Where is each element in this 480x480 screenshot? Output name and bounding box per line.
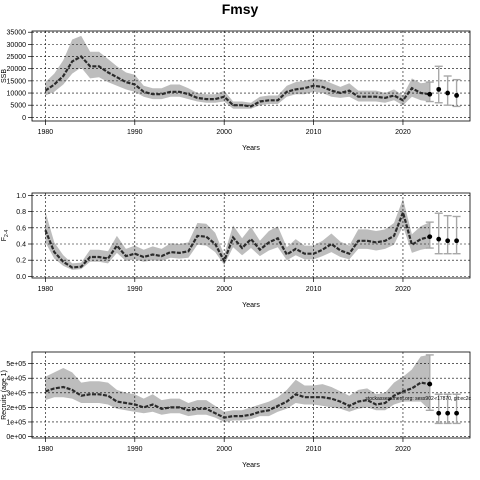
plot-frame: [31, 351, 471, 439]
forecast-point: [445, 238, 451, 244]
y-tick-label: 1e+05: [6, 419, 26, 426]
source-annotation: stockassessment.org: sess902-r17870, git…: [365, 396, 471, 402]
y-tick-label: 20000: [7, 66, 27, 73]
forecast-point: [436, 236, 442, 242]
plot-frame: [31, 192, 471, 279]
figure-title: Fmsy: [222, 1, 259, 17]
y-tick-label: 25000: [7, 54, 27, 61]
forecast-point: [445, 410, 451, 416]
x-tick-label: 1980: [38, 446, 54, 453]
x-axis-label: Years: [242, 302, 260, 309]
forecast-point: [454, 410, 459, 416]
forecast-point: [454, 238, 459, 244]
x-tick-label: 2020: [395, 286, 411, 293]
y-tick-label: 2e+05: [6, 405, 26, 412]
x-tick-label: 2000: [216, 286, 232, 293]
y-tick-label: 3e+05: [6, 390, 26, 397]
y-tick-label: 0.6: [16, 225, 26, 232]
forecast-point: [427, 381, 433, 387]
x-tick-label: 2000: [216, 446, 232, 453]
forecast-point: [436, 410, 442, 416]
ssb-panel: 1980 1990 2000 2010 2020 0 5000 10000 15000 20000…: [1, 30, 471, 152]
y-tick-label: 15000: [7, 78, 27, 85]
x-tick-label: 2020: [395, 129, 411, 136]
forecast-point: [445, 90, 451, 96]
confidence-band: [45, 35, 430, 109]
y-tick-label: 0: [22, 115, 26, 122]
y-tick-label: 5e+05: [6, 361, 26, 368]
y-tick-label: 0.0: [16, 274, 26, 281]
y-tick-label: 0.4: [16, 242, 26, 249]
y-tick-label: 35000: [7, 30, 27, 37]
x-tick-label: 1980: [38, 286, 54, 293]
x-tick-label: 1990: [127, 446, 143, 453]
y-axis-label: Recruits (age 1): [1, 370, 8, 420]
y-tick-label: 5000: [10, 103, 26, 110]
fishing-mortality-panel: 1980 1990 2000 2010 2020 0.0 0.2 0.4 0.6 0.8 1.0 Ye…: [1, 192, 471, 309]
forecast-point: [427, 234, 433, 240]
x-axis-label: Years: [242, 145, 260, 152]
x-axis-label: Years: [242, 462, 260, 469]
forecast-point: [454, 93, 459, 98]
y-tick-label: 30000: [7, 42, 27, 49]
median-line: [45, 381, 430, 419]
y-tick-label: 1.0: [16, 193, 26, 200]
y-tick-label: 10000: [7, 91, 27, 98]
median-line: [44, 55, 430, 108]
x-tick-label: 1980: [38, 129, 54, 136]
x-tick-label: 2010: [306, 446, 322, 453]
x-tick-label: 2010: [306, 129, 322, 136]
y-tick-label: 0e+00: [6, 434, 26, 441]
plot-frame: [31, 30, 471, 122]
y-axis-label-main: F: [1, 237, 8, 241]
x-tick-label: 2000: [216, 129, 232, 136]
x-tick-label: 1990: [127, 286, 143, 293]
forecast-point: [436, 86, 442, 92]
y-axis-label: SSB: [1, 69, 8, 83]
x-tick-label: 1990: [127, 129, 143, 136]
y-tick-label: 0.2: [16, 258, 26, 265]
forecast-point: [427, 91, 433, 97]
y-axis-label: F2-4: [1, 230, 10, 242]
x-tick-label: 2010: [306, 286, 322, 293]
recruitment-panel: 1980 1990 2000 2010 2020 0e+00 1e+05 2e+05 3e+05…: [1, 351, 471, 469]
y-tick-label: 4e+05: [6, 376, 26, 383]
y-axis-label-subscript: 2-4: [4, 230, 10, 237]
x-tick-label: 2020: [395, 446, 411, 453]
y-tick-label: 0.8: [16, 209, 26, 216]
confidence-band: [45, 198, 430, 270]
median-line: [44, 208, 431, 269]
confidence-band: [45, 354, 430, 422]
